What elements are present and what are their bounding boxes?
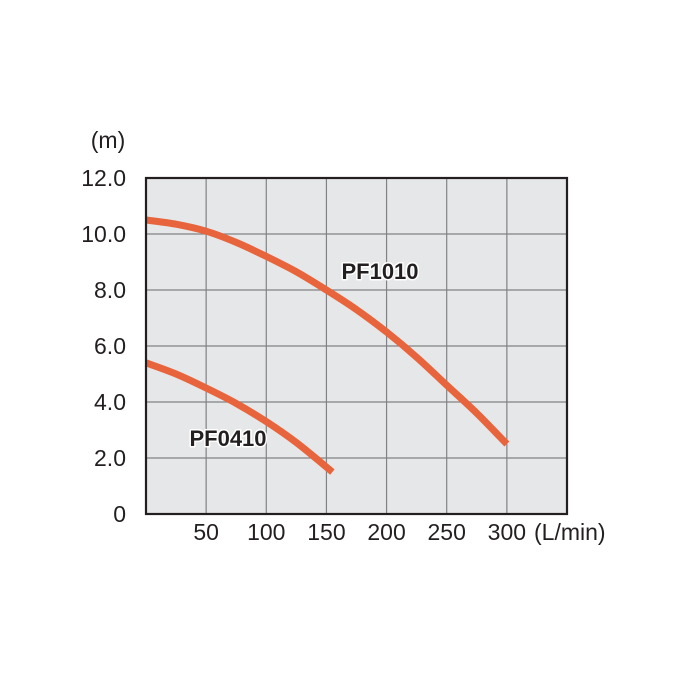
y-tick-label: 12.0 [81, 165, 126, 191]
series-label-pf0410: PF0410 [189, 426, 266, 451]
x-tick-label: 100 [247, 519, 285, 545]
y-tick-label: 2.0 [94, 445, 126, 471]
plot-frame [144, 176, 569, 516]
series-line-pf1010 [145, 216, 510, 447]
y-tick-label: 4.0 [94, 389, 126, 415]
y-tick-label: 10.0 [81, 221, 126, 247]
x-tick-label: 250 [428, 519, 466, 545]
y-tick-label: 0 [113, 501, 126, 527]
x-tick-label: 300 [488, 519, 526, 545]
y-tick-label: 6.0 [94, 333, 126, 359]
series-label-pf1010: PF1010 [341, 259, 418, 284]
x-tick-label: 50 [193, 519, 219, 545]
y-tick-label: 8.0 [94, 277, 126, 303]
x-axis-unit-label: (L/min) [534, 519, 606, 545]
x-tick-label: 200 [367, 519, 405, 545]
series-line-pf0410 [144, 359, 335, 475]
x-tick-label: 150 [307, 519, 345, 545]
y-axis-unit-label: (m) [91, 127, 125, 153]
